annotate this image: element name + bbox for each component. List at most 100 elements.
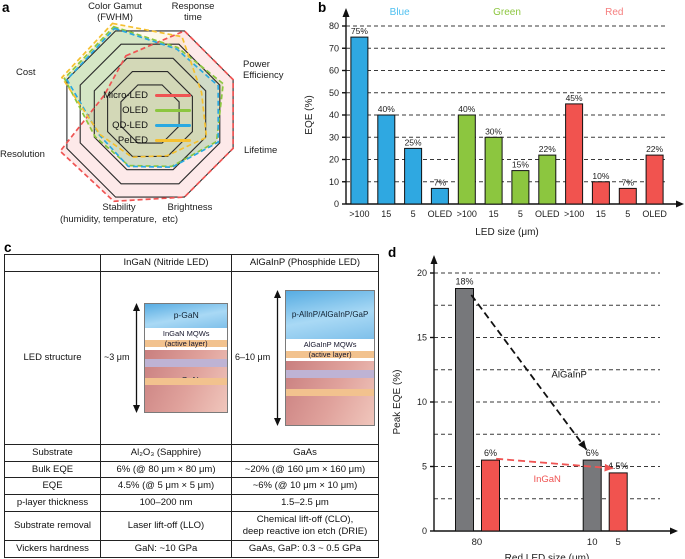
radar-axis-stability: Stability (humidity, temperature, etc)	[59, 202, 179, 225]
ingan-mqw-layers: InGaN MQWs (active layer)	[145, 328, 227, 386]
radar-legend: Micro-LED OLED QD-LED PeLED	[78, 88, 191, 148]
row-label: Bulk EQE	[4, 460, 101, 479]
table-row-led-structure: LED structure ~3 μm p-GaN	[4, 270, 379, 445]
legend-item-PeLED: PeLED	[78, 133, 191, 148]
table-header-row: InGaN (Nitride LED) AlGaInP (Phosphide L…	[4, 254, 379, 272]
panel-b-eqe-chart: b 0 10 20 30 40 50 60 70 80 EQE (%) Blue 75% >100 40%…	[300, 0, 685, 242]
row-label: Substrate	[4, 443, 101, 462]
panel-a-radar: a Color Gamut (FWHM) Response time Power…	[0, 0, 300, 242]
bar-InGaN-80	[481, 459, 500, 532]
radar-axis-color-gamut: Color Gamut (FWHM)	[88, 1, 142, 23]
row-label: Vickers hardness	[4, 539, 101, 558]
y-axis-arrow	[342, 8, 350, 17]
table-header-ingan: InGaN (Nitride LED)	[100, 254, 232, 272]
table-header-algainp: AlGaInP (Phosphide LED)	[231, 254, 379, 272]
table-row: Vickers hardness GaN: ~10 GPa GaAs, GaP: 0…	[4, 539, 379, 558]
y-tick-label: 50	[329, 88, 339, 98]
bar-value-label: 7%	[434, 177, 447, 187]
x-tick-label: OLED	[428, 209, 453, 219]
table-row: Bulk EQE 6% (@ 80 μm × 80 μm) ~20% (@ 160 …	[4, 460, 379, 479]
radar-series-fill-PeLED	[61, 23, 207, 158]
radar-series-fill-Micro-LED	[60, 30, 234, 202]
table-header-blank	[4, 254, 101, 272]
x-axis-arrow	[676, 200, 684, 208]
x-tick-label: 5	[616, 537, 621, 548]
table-row: Substrate removal Laser lift-off (LLO) Che…	[4, 511, 379, 541]
y-tick-label: 0	[334, 199, 339, 209]
x-tick-label: 5	[625, 209, 630, 219]
table-cell: Al₂O₃ (Sapphire)	[100, 443, 232, 462]
comparison-table: InGaN (Nitride LED) AlGaInP (Phosphide L…	[4, 254, 379, 558]
x-tick-label: >100	[564, 209, 584, 219]
algainp-mqw-layers: AlGaInP MQWs (active layer)	[286, 339, 374, 397]
ingan-height-arrow	[133, 302, 141, 413]
row-label: Substrate removal	[4, 511, 101, 541]
table-cell: 4.5% (@ 5 μm × 5 μm)	[100, 477, 232, 496]
x-tick-label: 5	[411, 209, 416, 219]
row-label-led-structure: LED structure	[4, 270, 101, 445]
x-axis-arrow	[670, 527, 678, 535]
y-axis-title: Peak EQE (%)	[392, 369, 403, 434]
group-label-Blue: Blue	[390, 7, 410, 18]
algainp-structure-diagram: 6–10 μm p-AlInP/AlGaInP/GaP	[235, 286, 375, 430]
bar-value-label: 40%	[458, 104, 475, 114]
trend-label-InGaN: InGaN	[533, 474, 561, 485]
y-tick-label: 0	[422, 526, 427, 536]
bar-value-label: 7%	[622, 177, 635, 187]
x-tick-label: 5	[518, 209, 523, 219]
table-row: p-layer thickness 100–200 nm 1.5–2.5 μm	[4, 494, 379, 513]
y-tick-label: 15	[417, 333, 427, 343]
x-tick-label: 10	[587, 537, 598, 548]
x-tick-label: 15	[489, 209, 499, 219]
x-tick-label: OLED	[535, 209, 560, 219]
legend-label: OLED	[122, 105, 148, 116]
trend-arrow-InGaN	[496, 457, 614, 470]
legend-item-Micro-LED: Micro-LED	[78, 88, 191, 103]
bar-Blue-OLED	[430, 187, 449, 205]
table-cell: Laser lift-off (LLO)	[100, 511, 232, 541]
eqe-bar-chart: 0 10 20 30 40 50 60 70 80 EQE (%) Blue 75% >100 40% 15…	[304, 7, 684, 238]
bar-value-label: 75%	[351, 26, 368, 36]
x-tick-label: 15	[381, 209, 391, 219]
y-tick-label: 20	[417, 268, 427, 278]
bar-Green-OLED	[538, 154, 557, 205]
y-tick-label: 10	[417, 397, 427, 407]
x-tick-label: 15	[596, 209, 606, 219]
radar-axis-resolution: Resolution	[0, 149, 45, 160]
y-tick-label: 30	[329, 132, 339, 142]
bar-Red->100	[565, 103, 584, 205]
radar-series-PeLED	[60, 22, 208, 159]
radar-axis-brightness: Brightness	[167, 202, 213, 213]
bar-Red-5	[618, 187, 637, 205]
ingan-p-layer: p-GaN	[145, 303, 227, 328]
table-cell: ~20% (@ 160 μm × 160 μm)	[231, 460, 379, 479]
trend-arrow-head	[578, 440, 587, 450]
algainp-thickness-label: 6–10 μm	[235, 352, 271, 363]
legend-item-OLED: OLED	[78, 103, 191, 118]
radar-axis-response-time: Response time	[171, 1, 215, 23]
legend-line-swatch	[155, 139, 191, 142]
panel-c-table: c InGaN (Nitride LED) AlGaInP (Phosphide…	[4, 240, 382, 559]
peak-eqe-bar-chart: 0 5 10 15 20 Peak EQE (%) 18% 6% 6% 4.5% 80 10 5 Red …	[392, 255, 678, 559]
group-label-Green: Green	[493, 7, 521, 18]
y-tick-label: 60	[329, 66, 339, 76]
bar-value-label: 22%	[539, 144, 556, 154]
bar-Blue-15	[377, 114, 396, 205]
y-tick-label: 80	[329, 21, 339, 31]
legend-label: PeLED	[117, 135, 148, 146]
ingan-structure-diagram: ~3 μm p-GaN	[104, 299, 228, 417]
legend-line-swatch	[155, 124, 191, 127]
panel-label-b: b	[318, 0, 327, 15]
bar-Green-5	[511, 170, 530, 205]
x-axis-title: Red LED size (μm)	[505, 553, 590, 559]
table-cell: GaAs	[231, 443, 379, 462]
table-cell: GaN: ~10 GPa	[100, 539, 232, 558]
bar-value-label: 10%	[592, 171, 609, 181]
bar-value-label: 30%	[485, 126, 502, 136]
y-axis-title: EQE (%)	[304, 95, 315, 134]
bar-value-label: 6%	[586, 448, 599, 458]
table-row: Substrate Al₂O₃ (Sapphire) GaAs	[4, 443, 379, 462]
y-axis-arrow	[430, 255, 438, 264]
row-label: EQE	[4, 477, 101, 496]
radar-series-OLED	[63, 25, 225, 168]
